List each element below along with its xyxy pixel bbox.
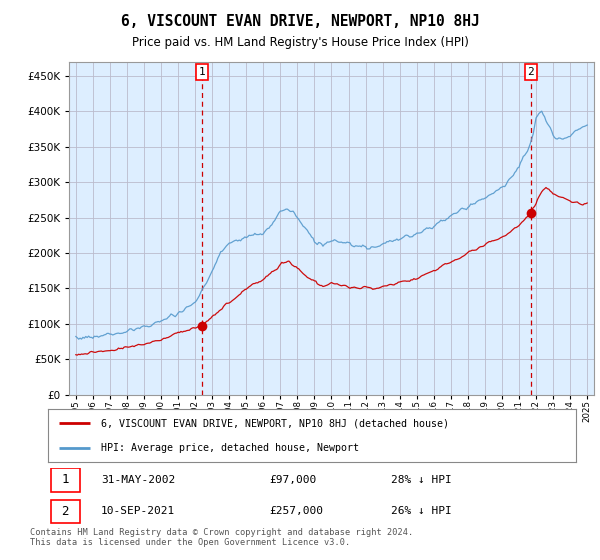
Text: 1: 1 bbox=[61, 473, 69, 487]
Text: 6, VISCOUNT EVAN DRIVE, NEWPORT, NP10 8HJ (detached house): 6, VISCOUNT EVAN DRIVE, NEWPORT, NP10 8H… bbox=[101, 418, 449, 428]
Text: 2: 2 bbox=[61, 505, 69, 518]
Text: £97,000: £97,000 bbox=[270, 475, 317, 485]
Text: 6, VISCOUNT EVAN DRIVE, NEWPORT, NP10 8HJ: 6, VISCOUNT EVAN DRIVE, NEWPORT, NP10 8H… bbox=[121, 14, 479, 29]
Bar bbox=[50, 468, 80, 492]
Text: 31-MAY-2002: 31-MAY-2002 bbox=[101, 475, 175, 485]
Text: 28% ↓ HPI: 28% ↓ HPI bbox=[391, 475, 452, 485]
Text: 1: 1 bbox=[199, 67, 206, 77]
Text: 2: 2 bbox=[527, 67, 534, 77]
Text: HPI: Average price, detached house, Newport: HPI: Average price, detached house, Newp… bbox=[101, 442, 359, 452]
Text: 10-SEP-2021: 10-SEP-2021 bbox=[101, 506, 175, 516]
Bar bbox=[50, 500, 80, 523]
Text: 26% ↓ HPI: 26% ↓ HPI bbox=[391, 506, 452, 516]
Text: £257,000: £257,000 bbox=[270, 506, 324, 516]
Text: Contains HM Land Registry data © Crown copyright and database right 2024.
This d: Contains HM Land Registry data © Crown c… bbox=[30, 528, 413, 547]
Text: Price paid vs. HM Land Registry's House Price Index (HPI): Price paid vs. HM Land Registry's House … bbox=[131, 36, 469, 49]
